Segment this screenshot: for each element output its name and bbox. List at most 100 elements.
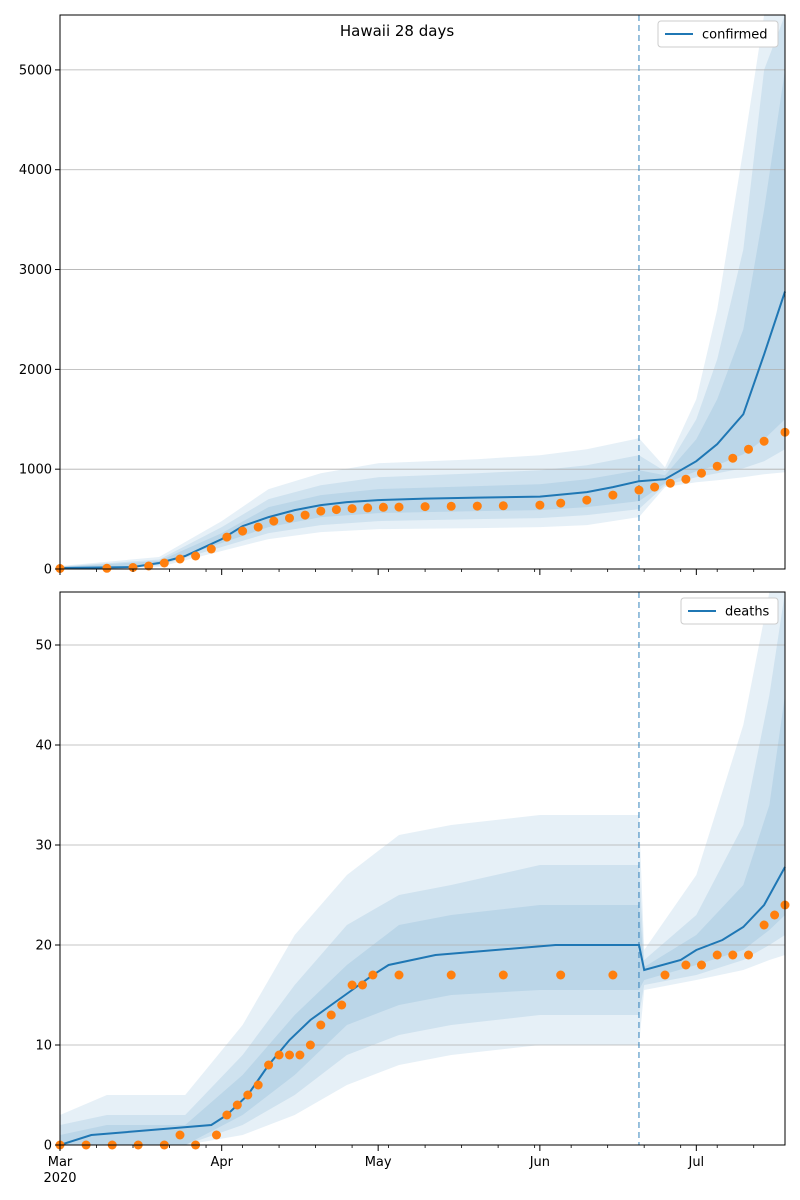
confirmed-observed-point [285, 513, 294, 523]
deaths-observed-point [358, 980, 367, 990]
deaths-observed-point [295, 1050, 305, 1060]
deaths-observed-point [222, 1110, 232, 1120]
deaths-observed-point [712, 950, 722, 960]
confirmed-observed-point [712, 461, 722, 471]
deaths-legend: deaths [680, 597, 779, 625]
confirmed-observed-point [697, 468, 706, 478]
deaths-observed-point [498, 970, 508, 980]
confirmed-observed-point [378, 502, 388, 512]
deaths-legend-box [680, 597, 779, 625]
deaths-bands [60, 592, 785, 1145]
confirmed-legend: confirmed [657, 20, 779, 48]
confirmed-observed-point [191, 551, 201, 561]
confirmed-observed-point [331, 505, 341, 515]
confirmed-observed-point [300, 510, 310, 520]
confirmed-observed-point [535, 500, 545, 510]
deaths-xtick-label: May [365, 1155, 392, 1170]
confirmed-observed-point [347, 504, 357, 514]
deaths-xtick-label: Jul [687, 1155, 704, 1170]
confirmed-ytick-label: 2000 [19, 363, 52, 378]
deaths-observed-point [232, 1100, 242, 1110]
deaths-ytick-label: 10 [35, 1039, 52, 1054]
deaths-observed-point [759, 920, 769, 930]
deaths-observed-point [285, 1050, 294, 1060]
deaths-axes-frame [59, 591, 786, 1146]
confirmed-observed-point [316, 506, 326, 516]
deaths-observed-point [368, 970, 378, 980]
confirmed-observed-point [222, 532, 232, 542]
panel-confirmed: 0 1000 2000 3000 4000 5000 Hawaii 28 days con… [19, 14, 790, 578]
deaths-xtick-sublabel: 2020 [43, 1171, 76, 1186]
confirmed-observed-point [253, 522, 263, 532]
deaths-observed-point [264, 1060, 274, 1070]
confirmed-axes-frame [59, 14, 786, 570]
confirmed-ytick-label: 1000 [19, 463, 52, 478]
deaths-observed-point [744, 950, 753, 960]
confirmed-observed-point [238, 526, 248, 536]
deaths-observed-point [660, 970, 670, 980]
deaths-band-2 [60, 695, 785, 1145]
confirmed-ytick-label: 4000 [19, 163, 52, 178]
confirmed-bands [60, 15, 785, 569]
deaths-xtick-label: Mar [48, 1155, 73, 1170]
confirmed-observed-point [206, 544, 216, 554]
confirmed-observed-point [608, 490, 618, 500]
deaths-observed-point [175, 1130, 185, 1140]
deaths-observed-point [316, 1020, 326, 1030]
confirmed-ytick-label: 3000 [19, 263, 52, 278]
confirmed-observed-point [128, 563, 138, 572]
deaths-xtick-label: Jun [529, 1155, 550, 1170]
confirmed-observed-point [159, 558, 169, 568]
deaths-observed-point [274, 1050, 284, 1060]
deaths-legend-label: deaths [725, 605, 770, 620]
confirmed-observed-point [744, 444, 753, 454]
confirmed-observed-point [650, 482, 660, 492]
deaths-observed-point [608, 970, 618, 980]
deaths-observed-point [770, 910, 780, 920]
deaths-xtick-label: Apr [210, 1155, 233, 1170]
confirmed-observed-point [175, 554, 185, 564]
deaths-y-axis: 0 10 20 30 40 50 [35, 639, 60, 1154]
deaths-ytick-label: 0 [44, 1139, 52, 1154]
confirmed-ytick-label: 0 [44, 563, 52, 578]
deaths-band-0 [60, 592, 785, 1145]
confirmed-observed-point [728, 453, 738, 463]
deaths-band-1 [60, 592, 785, 1145]
deaths-observed-point [253, 1080, 263, 1090]
confirmed-observed-point [498, 501, 508, 511]
deaths-ytick-label: 20 [35, 939, 52, 954]
deaths-observed-point [212, 1130, 221, 1140]
deaths-observed-point [446, 970, 456, 980]
confirmed-observed-point [269, 516, 279, 526]
confirmed-ytick-label: 5000 [19, 63, 52, 78]
confirmed-observed-point [363, 503, 373, 513]
confirmed-observed-points [55, 427, 790, 573]
deaths-observed-point [728, 950, 738, 960]
confirmed-observed-point [665, 478, 675, 488]
deaths-ytick-label: 40 [35, 739, 52, 754]
confirmed-legend-label: confirmed [702, 28, 768, 43]
confirmed-model-line-path [59, 291, 786, 569]
confirmed-observed-point [420, 502, 430, 512]
confirmed-observed-point [394, 502, 404, 512]
deaths-observed-points [55, 900, 790, 1150]
confirmed-band-1 [60, 15, 785, 569]
confirmed-observed-point [472, 501, 482, 511]
confirmed-y-axis: 0 1000 2000 3000 4000 5000 [19, 63, 60, 578]
deaths-ytick-label: 50 [35, 639, 52, 654]
confirmed-observed-point [446, 501, 456, 511]
confirmed-observed-point [102, 563, 112, 573]
deaths-observed-point [337, 1000, 347, 1010]
deaths-observed-point [556, 970, 566, 980]
confirmed-observed-point [681, 474, 691, 484]
chart-title: Hawaii 28 days [340, 22, 454, 40]
confirmed-model-line [59, 291, 786, 569]
confirmed-observed-point [634, 485, 644, 495]
deaths-observed-point [347, 980, 357, 990]
deaths-observed-point [394, 970, 404, 980]
deaths-observed-point [681, 960, 691, 970]
confirmed-band-2 [60, 69, 785, 569]
